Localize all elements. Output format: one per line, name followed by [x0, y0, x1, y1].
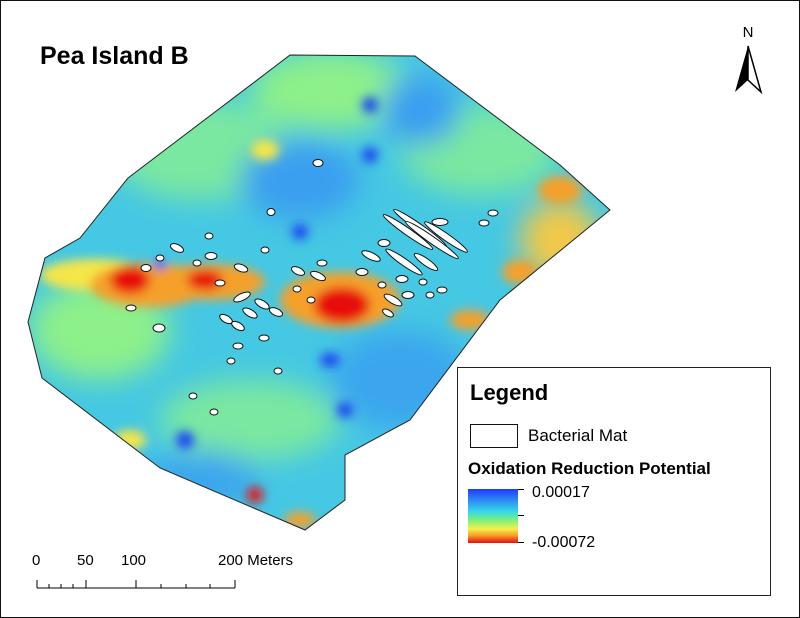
legend-panel: Legend Bacterial Mat Oxidation Reduction… [457, 367, 771, 596]
island-boundary [27, 54, 611, 531]
bacterial-mat [478, 219, 490, 227]
bacterial-mat [242, 307, 258, 319]
bacterial-mat [268, 307, 284, 317]
bacterial-mat [140, 264, 152, 272]
bacterial-mat [418, 278, 428, 286]
bacterial-mat [204, 232, 214, 240]
bacterial-mat [266, 208, 276, 216]
scale-bar-graphic [36, 580, 236, 589]
bacterial-mat [385, 248, 423, 276]
bacterial-mat [209, 408, 219, 416]
ramp-tick-low [518, 542, 524, 543]
bacterial-mat [233, 263, 249, 273]
bacterial-mat [258, 334, 270, 342]
bacterial-mat [316, 259, 328, 267]
bacterial-mat [310, 270, 326, 282]
bacterial-mat [377, 281, 387, 289]
bacterial-mat [214, 279, 226, 287]
bacterial-mat [413, 252, 439, 272]
bacterial-mat [424, 221, 468, 253]
bacterial-mat [395, 275, 409, 283]
bacterial-mat [382, 308, 394, 318]
scale-label-100: 100 [121, 552, 147, 569]
ramp-tick-high [518, 489, 524, 490]
bacterial-mat [232, 342, 244, 350]
legend-title: Legend [470, 380, 549, 405]
scale-label-0: 0 [32, 552, 41, 569]
map-title: Pea Island B [40, 42, 189, 70]
bacterial-mat [169, 243, 185, 253]
bacterial-mat [312, 159, 324, 167]
bacterial-mat [292, 285, 302, 293]
bacterial-mat [260, 246, 270, 254]
bacterial-mat [273, 367, 283, 375]
bacterial-mat [231, 320, 245, 332]
bacterial-mat [425, 291, 435, 299]
bacterial-mat [204, 252, 218, 260]
bacterial-mat [188, 392, 198, 400]
bacterial-mat [382, 214, 434, 250]
bacterial-mat [125, 304, 137, 312]
bacterial-mat [436, 286, 448, 294]
north-arrow: N [728, 24, 768, 98]
scale-label-200: 200 Meters [218, 552, 294, 569]
bacterial-mat [226, 357, 236, 365]
bacterial-mat [487, 209, 499, 217]
bacterial-mat [290, 266, 306, 276]
bacterial-mat [401, 291, 415, 299]
scale-bar: 0 50 100 200 Meters [30, 552, 320, 592]
north-letter: N [742, 24, 754, 41]
bacterial-mat-label: Bacterial Mat [528, 426, 628, 445]
bacterial-mat [192, 259, 202, 267]
bacterial-mat [306, 296, 316, 304]
ramp-high-label: 0.00017 [532, 484, 590, 501]
bacterial-mat [405, 220, 459, 260]
bacterial-mat-swatch [470, 424, 518, 448]
bacterial-mat [155, 254, 165, 262]
bacterial-mat [361, 250, 381, 262]
ramp-tick-mid [518, 515, 524, 516]
bacterial-mat [377, 239, 391, 247]
ramp-low-label: -0.00072 [532, 534, 596, 551]
color-ramp [468, 489, 518, 543]
north-arrow-icon [735, 45, 763, 95]
bacterial-mat [431, 218, 449, 226]
bacterial-mat-layer [125, 159, 499, 416]
scale-label-50: 50 [77, 552, 94, 569]
orp-legend-title: Oxidation Reduction Potential [468, 459, 711, 478]
bacterial-mat [152, 323, 166, 333]
bacterial-mat [233, 291, 251, 303]
bacterial-mat [355, 268, 369, 276]
bacterial-mat [254, 298, 270, 310]
bacterial-mat [383, 293, 403, 307]
